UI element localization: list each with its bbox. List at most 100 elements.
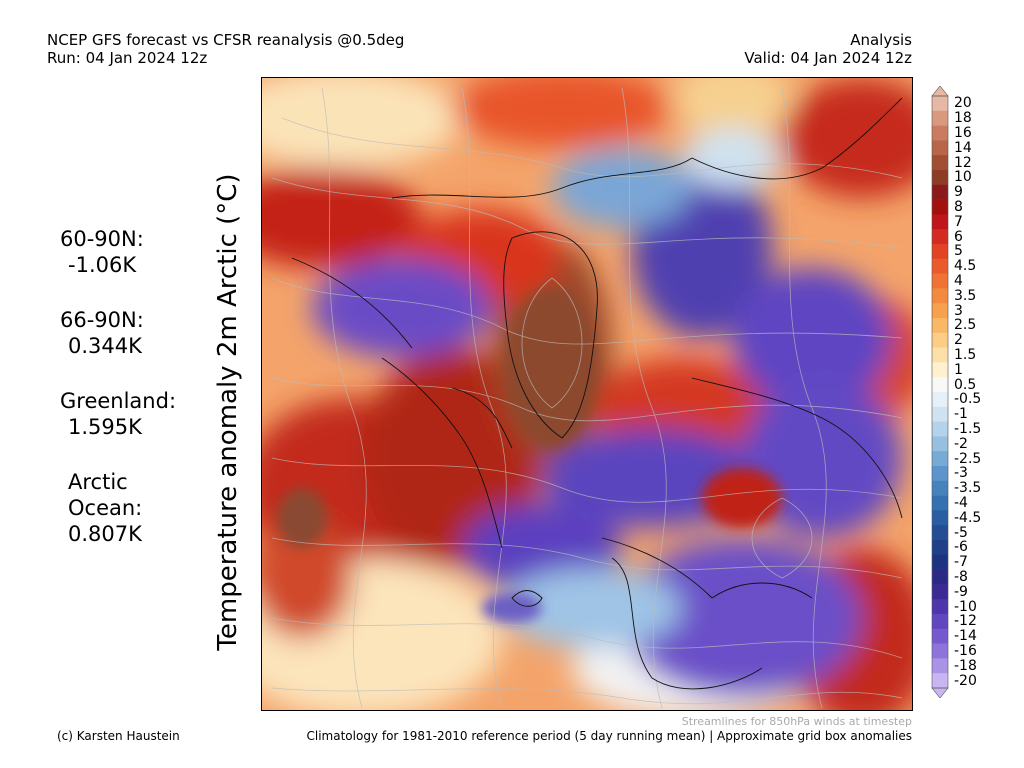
colorbar-tick-label: 0.5 — [954, 376, 977, 393]
colorbar-tick-label: 5 — [954, 243, 963, 260]
colorbar-swatch — [932, 332, 948, 348]
colorbar-swatch — [932, 569, 948, 585]
colorbar-tick-label: 7 — [954, 213, 963, 230]
colorbar-swatch — [932, 303, 948, 319]
colorbar-swatch — [932, 673, 948, 689]
colorbar-swatch — [932, 184, 948, 200]
colorbar-tick-label: -20 — [954, 672, 977, 689]
colorbar-swatch — [932, 288, 948, 304]
colorbar-tick-label: -7 — [954, 554, 968, 571]
colorbar-tick-label: 12 — [954, 154, 972, 171]
colorbar-swatch — [932, 140, 948, 156]
colorbar-swatch — [932, 614, 948, 630]
title-block: NCEP GFS forecast vs CFSR reanalysis @0.… — [47, 31, 404, 67]
analysis-label: Analysis — [850, 31, 912, 49]
colorbar-swatch — [932, 229, 948, 245]
colorbar-bottom-triangle — [931, 687, 949, 698]
colorbar-tick-label: 8 — [954, 199, 963, 215]
colorbar-swatch — [932, 599, 948, 615]
title-line-1: NCEP GFS forecast vs CFSR reanalysis @0.… — [47, 31, 405, 49]
colorbar-swatch — [932, 377, 948, 393]
stat-value: 1.595K — [68, 415, 142, 439]
colorbar-tick-label: -3.5 — [954, 480, 982, 497]
colorbar-tick-label: -2 — [954, 435, 968, 452]
colorbar-tick-label: 18 — [954, 110, 972, 127]
stat-name: Arctic Ocean: — [68, 470, 143, 520]
colorbar-tick-label: 10 — [954, 169, 972, 186]
stat-name: Greenland: — [60, 389, 177, 413]
colorbar-swatch — [932, 125, 948, 141]
stat-66-90n: 66-90N: 0.344K — [60, 307, 178, 359]
coastlines — [291, 97, 903, 690]
stat-name: 60-90N: — [60, 227, 144, 251]
colorbar-swatch — [932, 451, 948, 467]
colorbar-tick-label: -12 — [954, 613, 977, 630]
colorbar-swatch — [932, 244, 948, 260]
colorbar-tick-label: -9 — [954, 583, 968, 600]
colorbar-swatch — [932, 540, 948, 556]
colorbar-tick-label: -4.5 — [954, 509, 982, 526]
colorbar-tick-label: -0.5 — [954, 391, 982, 408]
colorbar-swatch — [932, 214, 948, 230]
title-line-2: Run: 04 Jan 2024 12z — [47, 49, 208, 67]
wind-streamlines — [271, 87, 903, 709]
colorbar-swatch — [932, 170, 948, 186]
colorbar-swatch — [932, 96, 948, 112]
colorbar-tick-label: -16 — [954, 643, 977, 659]
y-axis-label: Temperature anomaly 2m Arctic (°C) — [213, 173, 243, 651]
credit-text: (c) Karsten Haustein — [57, 729, 180, 743]
colorbar-swatch — [932, 421, 948, 437]
colorbar-tick-label: -1.5 — [954, 421, 982, 437]
stat-60-90n: 60-90N: -1.06K — [60, 226, 178, 278]
colorbar-tick-label: -4 — [954, 495, 968, 511]
colorbar-tick-label: -8 — [954, 569, 968, 585]
valid-time: Valid: 04 Jan 2024 12z — [744, 49, 912, 67]
anomaly-detail — [277, 288, 782, 623]
colorbar-tick-label: -14 — [954, 628, 977, 645]
colorbar-top-triangle — [931, 86, 949, 97]
colorbar-tick-label: -18 — [954, 657, 977, 674]
colorbar-swatch — [932, 406, 948, 422]
colorbar — [931, 86, 949, 698]
colorbar-tick-label: 9 — [954, 184, 963, 201]
colorbar-tick-label: -10 — [954, 598, 977, 615]
climatology-note: Climatology for 1981-2010 reference peri… — [306, 729, 913, 743]
colorbar-swatch — [932, 495, 948, 511]
colorbar-swatch — [932, 347, 948, 363]
colorbar-swatch — [932, 466, 948, 482]
colorbar-swatch — [932, 258, 948, 274]
stat-greenland: Greenland: 1.595K — [60, 388, 178, 440]
colorbar-tick-label: 4.5 — [954, 258, 977, 275]
colorbar-swatch — [932, 362, 948, 378]
colorbar-swatch — [932, 110, 948, 126]
colorbar-tick-label: 6 — [954, 228, 963, 245]
colorbar-tick-label: -6 — [954, 539, 968, 556]
colorbar-swatch — [932, 628, 948, 644]
stat-value: 0.344K — [68, 334, 142, 358]
colorbar-swatch — [932, 436, 948, 452]
colorbar-swatch — [932, 525, 948, 541]
colorbar-swatch — [932, 584, 948, 600]
colorbar-tick-label: 14 — [954, 139, 972, 156]
region-stats: 60-90N: -1.06K 66-90N: 0.344K Greenland:… — [60, 226, 178, 576]
colorbar-tick-label: 20 — [954, 95, 972, 112]
colorbar-swatch — [932, 273, 948, 289]
colorbar-tick-label: 4 — [954, 273, 963, 289]
colorbar-tick-label: 1 — [954, 361, 963, 378]
map-canvas — [262, 78, 912, 710]
colorbar-swatch — [932, 510, 948, 526]
stat-arctic-ocean: Arctic Ocean: 0.807K — [60, 469, 178, 547]
colorbar-tick-label: 3 — [954, 302, 963, 319]
colorbar-swatch — [932, 392, 948, 408]
colorbar-tick-label: -3 — [954, 465, 968, 482]
colorbar-tick-label: 1.5 — [954, 347, 977, 363]
colorbar-tick-label: 16 — [954, 125, 972, 141]
colorbar-tick-label: -2.5 — [954, 450, 982, 467]
streamline-note: Streamlines for 850hPa winds at timestep — [681, 715, 912, 728]
colorbar-swatch — [932, 643, 948, 659]
colorbar-tick-label: -5 — [954, 524, 968, 541]
colorbar-swatch — [932, 155, 948, 171]
stat-name: 66-90N: — [60, 308, 144, 332]
colorbar-swatch — [932, 480, 948, 496]
valid-block: Analysis Valid: 04 Jan 2024 12z — [744, 31, 912, 67]
